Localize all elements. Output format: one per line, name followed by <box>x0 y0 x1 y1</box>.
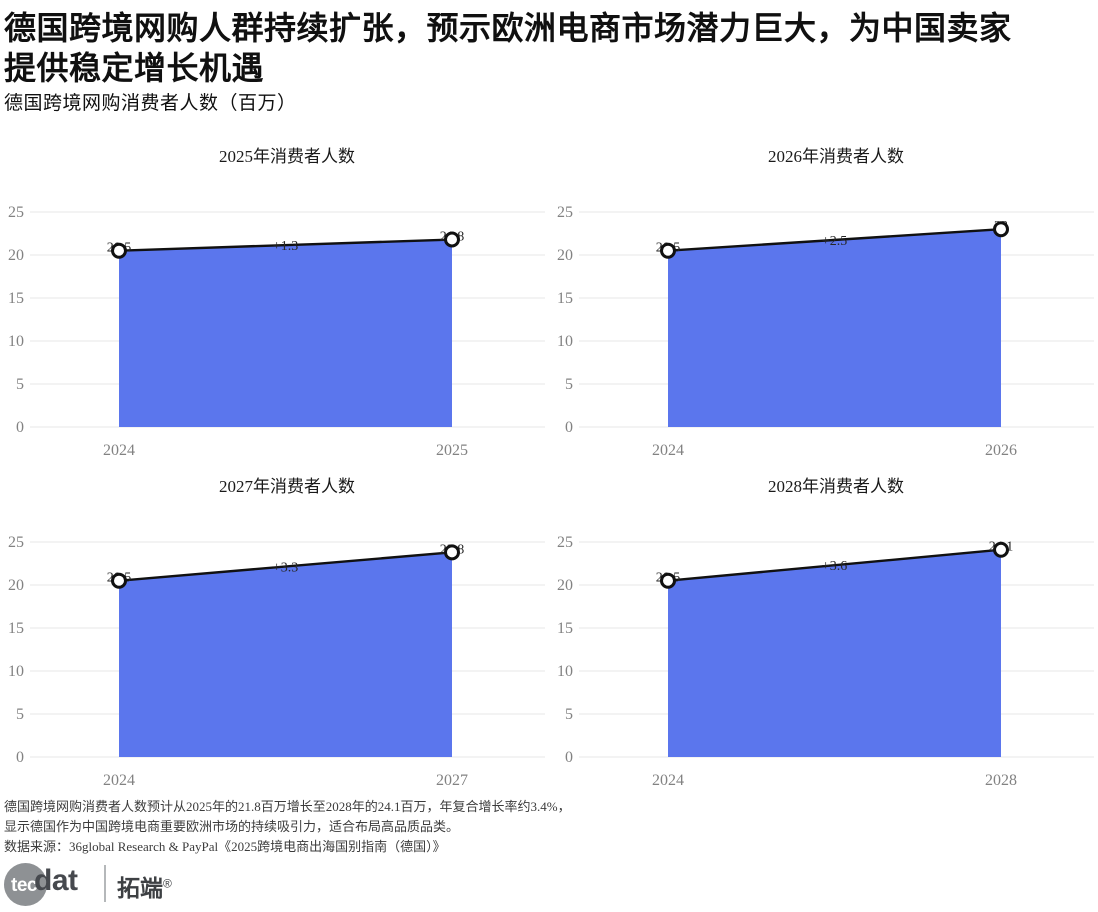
y-tick-label: 0 <box>565 749 573 766</box>
y-tick-label: 20 <box>8 247 24 264</box>
y-tick-label: 10 <box>557 333 573 350</box>
footnote-line-1: 德国跨境网购消费者人数预计从2025年的21.8百万增长至2028年的24.1百… <box>4 799 571 814</box>
logo-circle-text: tec <box>11 875 37 896</box>
page-title: 德国跨境网购人群持续扩张，预示欧洲电商市场潜力巨大，为中国卖家 提供稳定增长机遇 <box>4 8 1094 88</box>
subplot-title: 2025年消费者人数 <box>219 147 355 166</box>
page-title-line-1: 德国跨境网购人群持续扩张，预示欧洲电商市场潜力巨大，为中国卖家 <box>4 10 1012 46</box>
logo-circle: tec <box>4 863 47 906</box>
delta-annotation: +3.3 <box>273 561 298 576</box>
y-tick-label: 5 <box>16 376 24 393</box>
y-tick-label: 10 <box>8 333 24 350</box>
y-tick-label: 15 <box>557 290 573 307</box>
subplot-title: 2028年消费者人数 <box>768 477 904 496</box>
footnote-line-2: 显示德国作为中国跨境电商重要欧洲市场的持续吸引力，适合布局高品质品类。 <box>4 819 460 834</box>
footnote-line-3: 数据来源：36global Research & PayPal《2025跨境电商… <box>4 839 446 854</box>
area-fill <box>668 549 1001 757</box>
y-tick-label: 10 <box>8 663 24 680</box>
area-fill <box>119 239 452 427</box>
delta-annotation: +3.6 <box>822 559 847 574</box>
area-fill <box>119 552 452 757</box>
trend-line <box>667 228 1002 252</box>
page-title-line-2: 提供稳定增长机遇 <box>4 50 265 86</box>
y-tick-label: 5 <box>565 706 573 723</box>
x-tick-label: 2028 <box>985 772 1017 789</box>
y-tick-label: 25 <box>8 204 24 221</box>
x-tick-label: 2024 <box>652 442 684 459</box>
y-tick-label: 5 <box>565 376 573 393</box>
area-fill <box>668 229 1001 427</box>
subplot-title: 2026年消费者人数 <box>768 147 904 166</box>
data-point-marker <box>444 231 460 248</box>
page-subtitle: 德国跨境网购消费者人数（百万） <box>4 93 297 114</box>
trend-line <box>118 238 453 252</box>
y-tick-label: 25 <box>557 204 573 221</box>
y-tick-label: 15 <box>557 620 573 637</box>
y-tick-label: 20 <box>8 577 24 594</box>
data-point-marker <box>111 242 127 259</box>
delta-annotation: +2.5 <box>822 234 847 249</box>
y-tick-label: 20 <box>557 247 573 264</box>
x-tick-label: 2024 <box>652 772 684 789</box>
y-tick-label: 15 <box>8 620 24 637</box>
x-tick-label: 2024 <box>103 442 135 459</box>
y-tick-label: 0 <box>565 419 573 436</box>
y-tick-label: 10 <box>557 663 573 680</box>
logo-divider <box>104 865 106 902</box>
y-tick-label: 15 <box>8 290 24 307</box>
y-tick-label: 25 <box>8 534 24 551</box>
logo-brand-text: 拓端 <box>117 875 163 901</box>
x-tick-label: 2026 <box>985 442 1017 459</box>
delta-annotation: +1.3 <box>273 239 298 254</box>
data-point-marker <box>444 544 460 561</box>
y-tick-label: 0 <box>16 419 24 436</box>
x-tick-label: 2024 <box>103 772 135 789</box>
subplot-title: 2027年消费者人数 <box>219 477 355 496</box>
logo-wordmark: dat <box>34 864 78 897</box>
y-tick-label: 25 <box>557 534 573 551</box>
data-point-marker <box>993 541 1009 558</box>
x-tick-label: 2027 <box>436 772 468 789</box>
data-point-marker <box>660 572 676 589</box>
y-tick-label: 0 <box>16 749 24 766</box>
y-tick-label: 5 <box>16 706 24 723</box>
data-point-marker <box>993 221 1009 238</box>
y-tick-label: 20 <box>557 577 573 594</box>
footnote: 德国跨境网购消费者人数预计从2025年的21.8百万增长至2028年的24.1百… <box>4 797 571 857</box>
data-point-marker <box>111 572 127 589</box>
logo-brand-cjk: 拓端® <box>117 869 172 903</box>
tecdat-logo: tec dat 拓端® <box>0 860 220 910</box>
data-point-marker <box>660 242 676 259</box>
x-tick-label: 2025 <box>436 442 468 459</box>
trend-line <box>667 548 1002 582</box>
registered-mark-icon: ® <box>163 876 172 891</box>
trend-line <box>118 551 453 582</box>
